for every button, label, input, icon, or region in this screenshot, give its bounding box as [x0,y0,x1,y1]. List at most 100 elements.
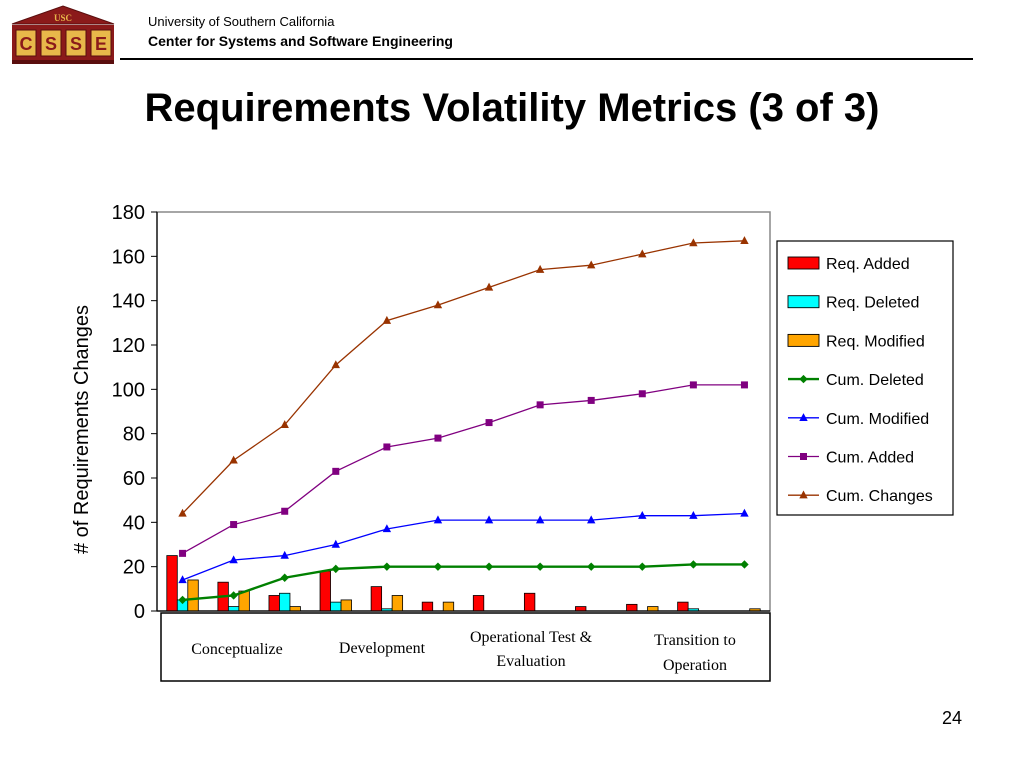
point-cum-modified [587,515,596,524]
point-cum-deleted [280,573,289,582]
point-cum-modified [178,575,187,584]
legend-swatch-req-deleted [787,295,820,309]
point-cum-modified [433,515,443,524]
point-cum-changes [535,264,545,273]
university-name: University of Southern California [148,14,335,29]
point-cum-modified [229,555,238,564]
point-cum-added [740,381,748,389]
bar-req-added [319,570,331,612]
legend-label-cum-added: Cum. Added [826,450,914,467]
bar-req-modified [647,606,659,612]
header-divider [120,58,973,60]
line-cum-added [182,384,745,554]
legend-label-req-modified: Req. Modified [826,333,925,350]
logo-letter: C [20,34,33,54]
slide-title: Requirements Volatility Metrics (3 of 3) [144,86,880,130]
y-tick-label: 40 [123,512,145,534]
legend-label-cum-changes: Cum. Changes [826,488,933,505]
point-cum-deleted [484,562,494,571]
phase-label: Development [339,640,426,657]
bar-req-added [166,555,178,612]
y-tick-label: 140 [112,291,145,313]
y-tick-label: 80 [123,424,145,446]
line-cum-deleted [182,563,745,602]
point-cum-added [689,381,697,389]
bar-req-modified [187,579,199,612]
point-cum-added [485,419,493,427]
bar-req-added [472,595,485,612]
y-tick-label: 180 [112,202,145,224]
logo-letter-box [65,29,87,57]
phase-label: Operation [663,657,727,674]
point-cum-deleted [587,562,596,571]
point-cum-added [587,396,595,404]
line-cum-modified [182,512,745,581]
legend-swatch-req-added [787,256,820,270]
bar-req-added [523,592,536,612]
line-cum-changes [182,240,745,514]
y-tick-label: 120 [112,335,145,357]
phase-labels-box [160,612,771,682]
logo-letter: S [45,34,57,54]
phase-label: Conceptualize [191,641,283,658]
point-cum-deleted [689,560,698,569]
legend-label-req-deleted: Req. Deleted [826,295,919,312]
logo-letter-box [90,29,112,57]
point-cum-changes [280,420,289,428]
point-cum-deleted [740,560,749,569]
point-cum-changes [433,300,443,309]
bar-req-modified [289,606,301,612]
slide-number: 24 [941,708,962,728]
y-tick-label: 20 [123,557,145,579]
y-tick-label: 0 [134,601,145,623]
center-name: Center for Systems and Software Engineer… [148,33,453,49]
point-cum-deleted [178,595,187,605]
point-cum-changes [484,282,494,291]
bar-req-deleted [330,601,342,612]
bar-req-added [370,586,383,612]
point-cum-modified [331,539,340,548]
plot-area [156,211,771,612]
point-cum-changes [331,360,340,369]
phase-label: Evaluation [496,653,565,670]
point-cum-deleted [433,562,443,571]
point-cum-modified [689,510,698,519]
logo-letter-box [15,29,37,57]
legend-label-req-added: Req. Added [826,256,910,273]
bar-req-added [677,601,689,612]
y-tick-label: 160 [112,246,145,268]
point-cum-deleted [382,562,392,571]
point-cum-added [230,521,238,529]
bar-req-added [626,603,638,612]
legend-swatch-req-modified [787,333,820,347]
logo-letter-box [40,29,62,57]
logo-usc-text: USC [54,13,72,23]
point-cum-added [383,443,391,451]
point-cum-modified [382,524,392,533]
bar-req-modified [442,601,455,612]
bar-req-deleted [227,606,240,612]
point-cum-changes [178,508,187,517]
logo-letter: S [70,34,82,54]
point-cum-deleted [638,562,647,571]
bar-req-added [421,601,434,612]
point-cum-modified [740,508,749,517]
point-cum-changes [587,260,596,269]
y-tick-label: 100 [112,379,145,401]
point-cum-changes [382,315,392,324]
legend-marker-cum-changes [799,490,808,499]
phase-label: Operational Test & [470,629,593,646]
phase-label: Transition to [654,632,736,649]
y-tick-label: 60 [123,468,145,490]
point-cum-deleted [331,564,340,574]
logo-letter: E [95,34,107,54]
bar-req-added [268,595,280,612]
legend-marker-cum-modified [799,413,808,421]
point-cum-modified [535,515,545,524]
legend-label-cum-deleted: Cum. Deleted [826,372,924,389]
point-cum-added [281,507,289,515]
point-cum-added [638,390,646,398]
bar-req-deleted [279,592,291,612]
